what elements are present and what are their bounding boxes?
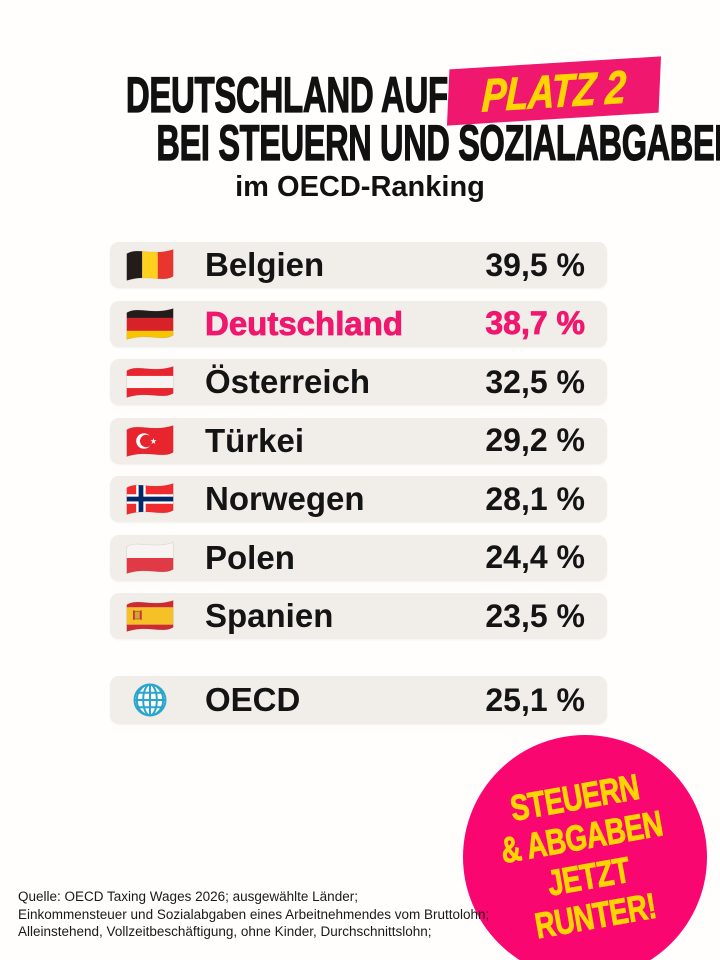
oecd-value: 25,1 % [485, 681, 585, 718]
platz-2-badge-label: PLATZ 2 [480, 60, 628, 122]
poland-flag [124, 539, 176, 577]
source-line: Einkommensteuer und Sozialabgaben eines … [18, 906, 490, 922]
title-line1: DEUTSCHLAND AUF [126, 67, 449, 123]
ranking-row-turkey: Türkei 29,2 % [110, 417, 607, 464]
oecd-summary-row: OECD 25,1 % [110, 676, 607, 724]
value-label: 24,4 % [485, 539, 585, 575]
source-line: Quelle: OECD Taxing Wages 2026; ausgewäh… [18, 889, 358, 904]
country-label: Norwegen [205, 480, 365, 517]
oecd-label: OECD [205, 681, 301, 718]
ranking-row-norway: Norwegen 28,1 % [110, 476, 607, 522]
source-note: Quelle: OECD Taxing Wages 2026; ausgewäh… [18, 888, 489, 941]
value-label: 32,5 % [485, 363, 585, 400]
value-label: 29,2 % [485, 422, 585, 458]
ranking-row-austria: Österreich 32,5 % [110, 359, 607, 405]
germany-flag [124, 305, 176, 343]
ranking-row-spain: Spanien 23,5 % [110, 593, 607, 639]
steuern-runter-sticker: STEUERN & ABGABEN JETZT RUNTER! [463, 735, 707, 960]
globe-icon [124, 680, 176, 720]
value-label: 39,5 % [485, 246, 585, 283]
country-label: Österreich [205, 363, 371, 400]
title-line2-wrap: BEI STEUERN UND SOZIALABGABEN [0, 115, 720, 171]
oecd-summary-wrap: OECD 25,1 % [110, 676, 607, 724]
ranking-row-belgium: Belgien 39,5 % [110, 242, 607, 288]
austria-flag [124, 363, 176, 401]
norway-flag [124, 480, 176, 518]
source-line: Alleinstehend, Vollzeitbeschäftigung, oh… [18, 924, 432, 939]
value-label: 38,7 % [485, 305, 585, 342]
country-label: Spanien [205, 597, 334, 634]
country-label: Polen [205, 538, 295, 576]
country-label: Türkei [205, 421, 305, 459]
ranking-row-germany: Deutschland 38,7 % [110, 300, 607, 347]
spain-flag [124, 597, 176, 635]
ranking-list: Belgien 39,5 % Deutschland 38,7 % Österrei… [110, 242, 607, 652]
country-label: Deutschland [205, 304, 404, 342]
value-label: 23,5 % [485, 597, 585, 634]
title-line2: BEI STEUERN UND SOZIALABGABEN [156, 115, 720, 171]
country-label: Belgien [205, 246, 325, 283]
belgium-flag [124, 246, 176, 284]
subtitle: im OECD-Ranking [235, 171, 485, 203]
value-label: 28,1 % [485, 480, 585, 517]
ranking-row-poland: Polen 24,4 % [110, 534, 607, 581]
sticker-text: STEUERN & ABGABEN JETZT RUNTER! [467, 760, 704, 954]
turkey-flag [124, 422, 176, 460]
